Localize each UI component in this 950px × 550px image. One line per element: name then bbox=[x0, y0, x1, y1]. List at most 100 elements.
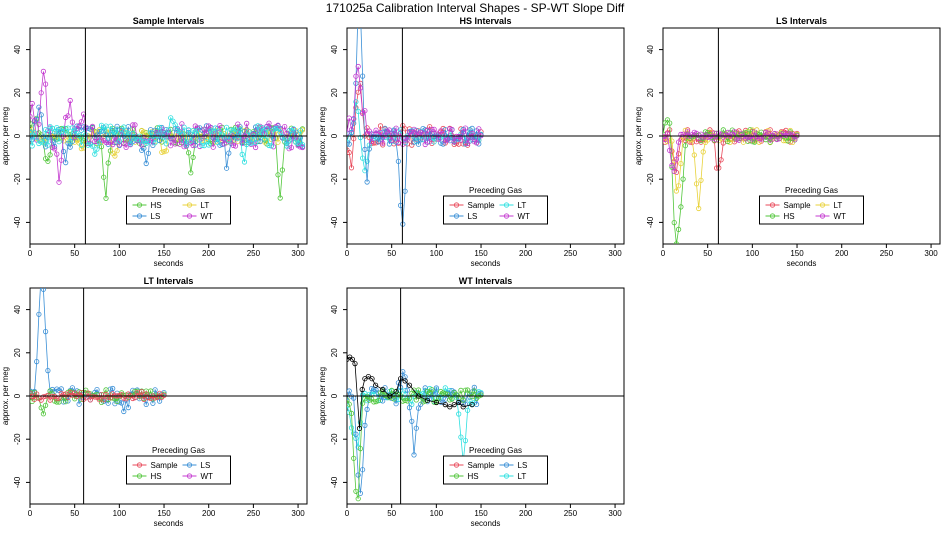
data-point bbox=[357, 445, 363, 452]
data-point bbox=[121, 124, 127, 130]
data-point bbox=[161, 392, 167, 398]
data-point bbox=[680, 176, 686, 182]
data-point bbox=[431, 126, 437, 132]
data-point bbox=[36, 121, 42, 127]
x-tick-label: 50 bbox=[387, 249, 396, 258]
legend-swatch-marker bbox=[186, 213, 193, 219]
data-point bbox=[375, 398, 381, 404]
y-tick-label: -20 bbox=[13, 173, 22, 185]
data-point bbox=[700, 149, 706, 155]
data-point bbox=[347, 401, 352, 407]
data-point bbox=[45, 142, 51, 148]
x-tick-label: 150 bbox=[157, 249, 171, 258]
data-point bbox=[413, 397, 419, 403]
legend-swatch-marker bbox=[136, 473, 143, 479]
legend-entry-label: WT bbox=[201, 472, 214, 481]
legend-entry-label: Sample bbox=[468, 201, 496, 210]
data-point bbox=[359, 73, 366, 79]
data-point bbox=[458, 434, 464, 440]
data-point bbox=[157, 390, 163, 396]
data-point bbox=[101, 174, 107, 180]
y-tick-label: 20 bbox=[330, 348, 339, 357]
data-point bbox=[87, 397, 93, 403]
data-point bbox=[663, 136, 668, 143]
data-point bbox=[31, 130, 38, 136]
legend-swatch-marker bbox=[186, 462, 193, 468]
data-point bbox=[47, 152, 53, 158]
data-point bbox=[119, 400, 125, 406]
legend: Preceding Gas Sample LS HS WT bbox=[126, 446, 231, 485]
data-point bbox=[380, 140, 386, 146]
y-tick-label: 20 bbox=[13, 348, 22, 357]
data-point bbox=[130, 122, 136, 128]
data-point bbox=[451, 401, 457, 408]
data-point bbox=[253, 144, 259, 151]
data-point bbox=[235, 121, 241, 127]
legend-box bbox=[126, 455, 231, 485]
data-point bbox=[67, 144, 73, 150]
data-point bbox=[395, 158, 401, 164]
data-point bbox=[476, 126, 482, 132]
data-point bbox=[347, 388, 352, 394]
data-point bbox=[355, 108, 361, 115]
data-point bbox=[78, 119, 85, 125]
data-point bbox=[411, 452, 417, 458]
data-point bbox=[351, 455, 357, 461]
data-point bbox=[422, 141, 428, 148]
x-axis-label: seconds bbox=[471, 519, 501, 528]
x-tick-label: 100 bbox=[113, 249, 127, 258]
data-point bbox=[364, 406, 370, 412]
plot-area bbox=[347, 354, 484, 502]
data-point bbox=[429, 126, 435, 132]
data-point bbox=[186, 150, 192, 156]
data-point bbox=[671, 220, 677, 226]
data-point bbox=[352, 360, 358, 367]
plot-area bbox=[30, 68, 306, 201]
data-point bbox=[114, 398, 120, 404]
y-tick-label: 40 bbox=[330, 45, 339, 54]
data-point bbox=[760, 134, 767, 140]
legend: Preceding Gas HS LT LS WT bbox=[126, 186, 231, 225]
data-point bbox=[255, 123, 261, 129]
data-point bbox=[36, 104, 42, 110]
x-tick-label: 0 bbox=[661, 249, 666, 258]
data-point bbox=[776, 136, 782, 142]
data-point bbox=[72, 135, 78, 141]
data-point bbox=[456, 399, 462, 406]
data-point bbox=[362, 422, 368, 428]
data-point bbox=[763, 129, 769, 136]
data-point bbox=[110, 142, 116, 148]
data-point bbox=[347, 398, 350, 404]
plot-area bbox=[347, 28, 484, 227]
x-tick-label: 250 bbox=[247, 249, 261, 258]
x-tick-label: 0 bbox=[345, 509, 350, 518]
figure-title: 171025a Calibration Interval Shapes - SP… bbox=[326, 1, 625, 15]
data-point bbox=[114, 127, 120, 133]
data-point bbox=[85, 390, 91, 396]
data-point bbox=[157, 137, 163, 144]
data-point bbox=[382, 392, 388, 398]
data-point bbox=[261, 136, 268, 142]
data-point bbox=[433, 399, 439, 406]
data-point bbox=[159, 149, 165, 155]
x-tick-label: 150 bbox=[790, 249, 804, 258]
data-point bbox=[362, 108, 368, 114]
legend: Preceding Gas Sample LS HS LT bbox=[443, 446, 548, 485]
legend-entry-label: Sample bbox=[151, 461, 179, 470]
y-tick-label: 0 bbox=[330, 133, 339, 138]
legend-entry-label: HS bbox=[784, 212, 795, 221]
y-tick-label: -40 bbox=[330, 476, 339, 488]
data-point bbox=[183, 142, 189, 148]
data-point bbox=[152, 140, 158, 146]
data-point bbox=[409, 418, 415, 424]
data-point bbox=[58, 157, 64, 163]
data-point bbox=[347, 141, 352, 147]
data-point bbox=[239, 151, 245, 157]
data-point bbox=[357, 85, 363, 91]
legend-swatch-marker bbox=[136, 202, 143, 208]
data-point bbox=[141, 396, 147, 402]
data-point bbox=[391, 396, 397, 402]
data-point bbox=[98, 144, 105, 150]
data-point bbox=[765, 130, 771, 136]
x-tick-label: 300 bbox=[608, 249, 622, 258]
